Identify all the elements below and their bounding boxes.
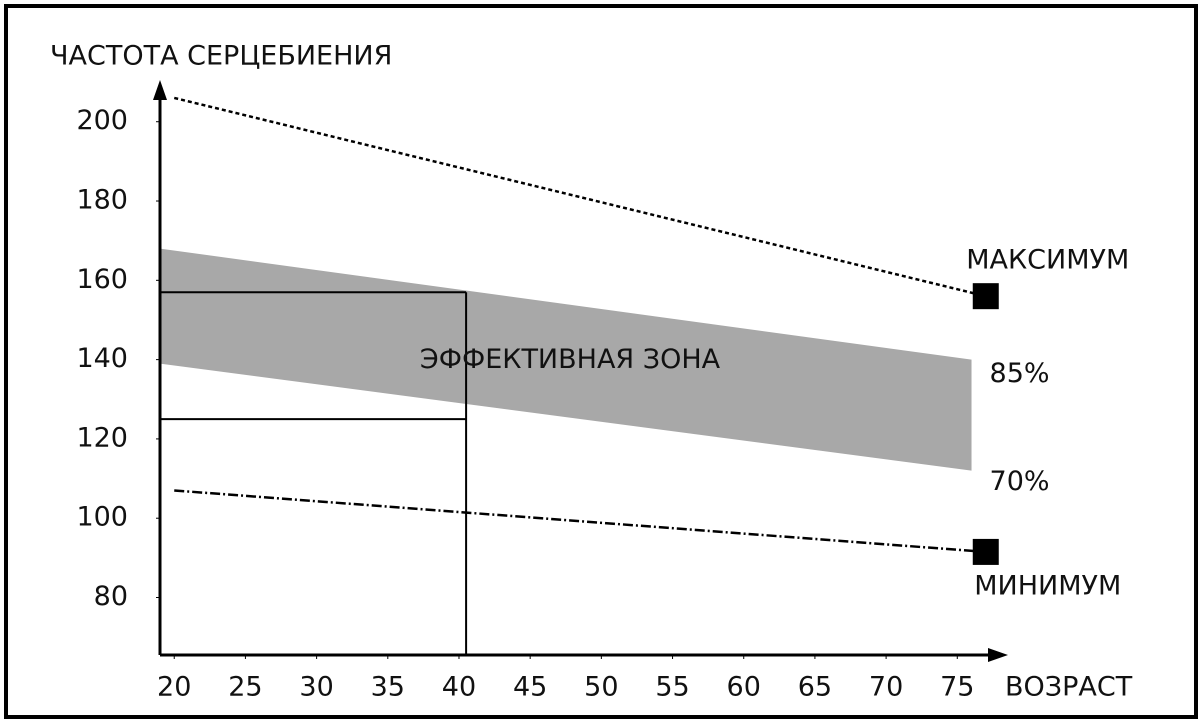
x-tick-label: 60 [727,672,761,703]
y-tick-label: 160 [76,264,128,295]
y-tick-label: 180 [76,185,128,216]
series-label: МАКСИМУМ [966,245,1129,276]
x-tick-label: 70 [869,672,903,703]
x-axis-label: ВОЗРАСТ [1005,672,1133,703]
x-tick-label: 30 [299,672,333,703]
plot-area [160,96,987,655]
series-line [174,489,986,554]
y-axis-label: ЧАСТОТА СЕРЦЕБИЕНИЯ [50,41,392,72]
y-axis-arrow [153,80,167,100]
series-label: МИНИМУМ [974,570,1121,601]
effective-zone [160,248,972,471]
x-tick-label: 25 [228,672,262,703]
x-tick-label: 50 [584,672,618,703]
series-line [173,96,987,298]
x-tick-label: 20 [157,672,191,703]
zone-label: ЭФФЕКТИВНАЯ ЗОНА [420,344,721,375]
series-marker [972,283,999,310]
y-tick-label: 140 [76,343,128,374]
upper-band-label: 85% [990,358,1050,389]
y-tick-label: 80 [94,581,128,612]
x-tick-label: 45 [513,672,547,703]
lower-band-label: 70% [990,466,1050,497]
y-tick-label: 100 [76,502,128,533]
y-tick-label: 200 [76,105,128,136]
x-tick-label: 40 [442,672,476,703]
x-tick-label: 65 [798,672,832,703]
x-tick-label: 55 [655,672,689,703]
x-tick-label: 35 [371,672,405,703]
series-marker [972,538,999,565]
y-tick-label: 120 [76,422,128,453]
x-axis-arrow [988,648,1008,662]
x-tick-label: 75 [940,672,974,703]
